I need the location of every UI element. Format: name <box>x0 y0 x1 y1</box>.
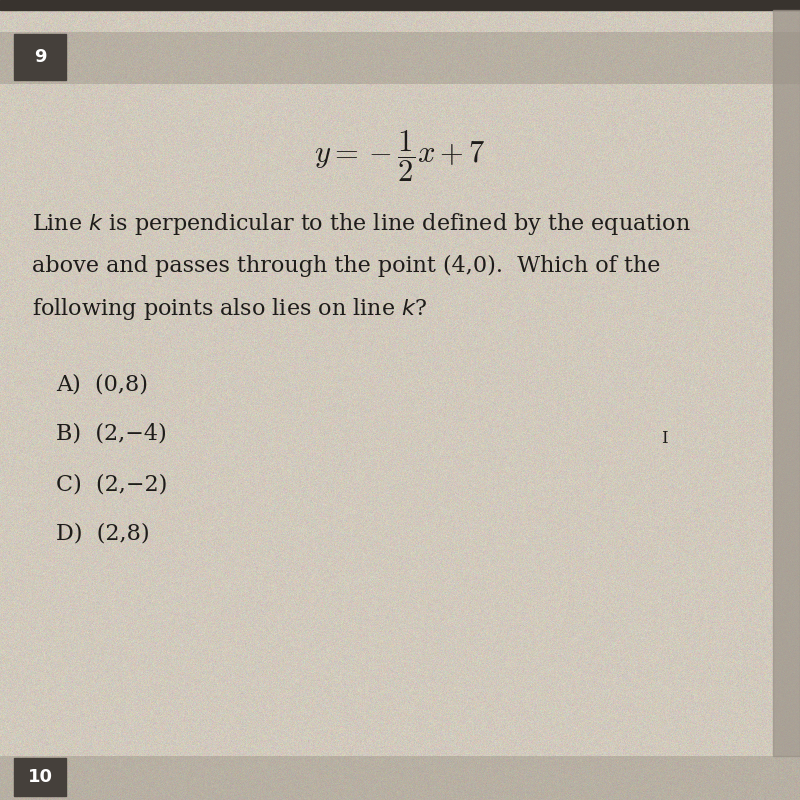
Bar <box>0 0 800 10</box>
Text: $y = -\dfrac{1}{2}x + 7$: $y = -\dfrac{1}{2}x + 7$ <box>314 128 486 184</box>
Text: 9: 9 <box>34 48 46 66</box>
Text: I: I <box>661 430 667 447</box>
Text: following points also lies on line $k$?: following points also lies on line $k$? <box>32 296 427 322</box>
Text: D)  (2,8): D) (2,8) <box>56 522 150 545</box>
Bar <box>773 10 800 756</box>
Text: C)  (2,−2): C) (2,−2) <box>56 473 167 495</box>
Bar <box>14 34 66 80</box>
Text: above and passes through the point (4,0).  Which of the: above and passes through the point (4,0)… <box>32 255 660 278</box>
Text: A)  (0,8): A) (0,8) <box>56 373 148 395</box>
Text: B)  (2,−4): B) (2,−4) <box>56 422 166 445</box>
Bar <box>14 758 66 796</box>
Text: 10: 10 <box>28 768 53 786</box>
Text: Line $k$ is perpendicular to the line defined by the equation: Line $k$ is perpendicular to the line de… <box>32 211 691 237</box>
